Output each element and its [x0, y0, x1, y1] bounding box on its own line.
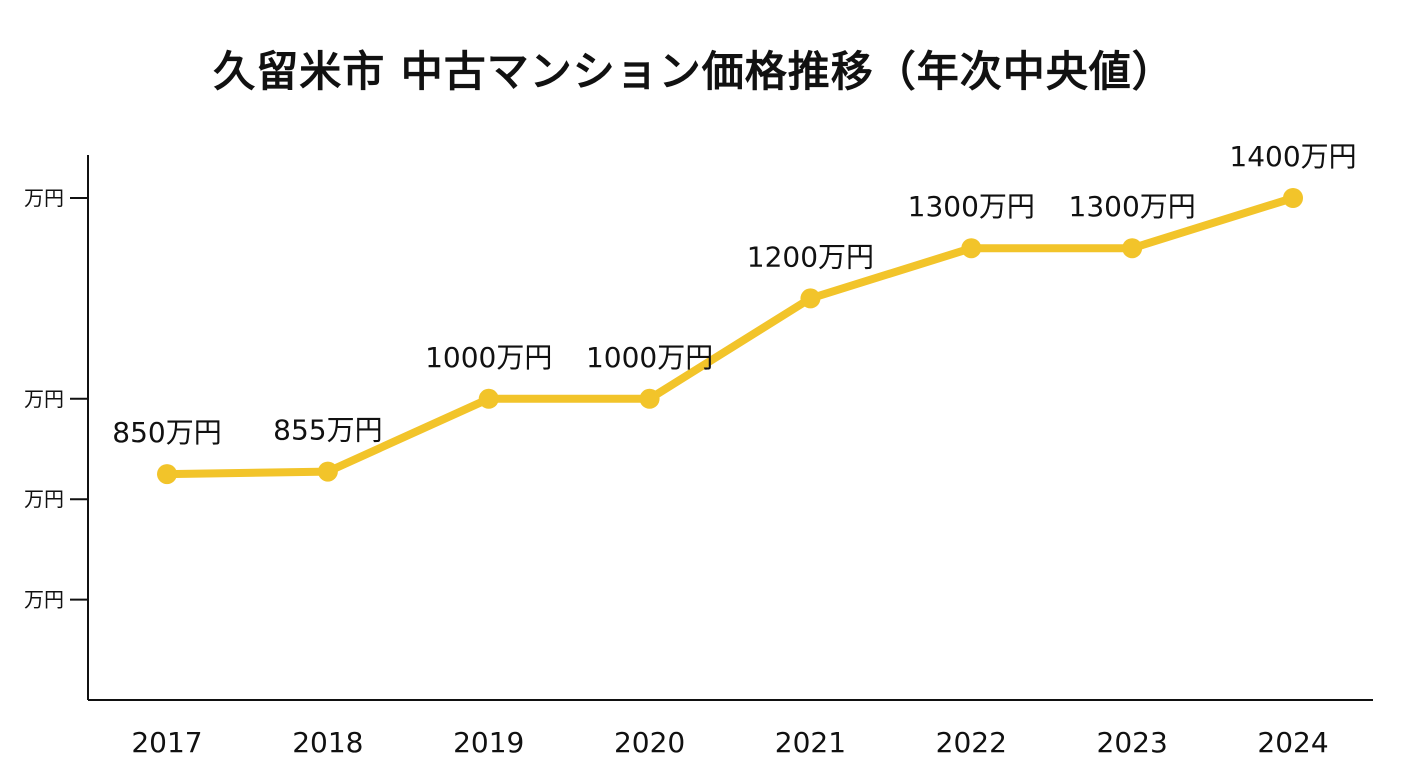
data-label: 1000万円	[425, 341, 552, 374]
x-tick-label: 2021	[775, 726, 846, 759]
data-label: 1300万円	[908, 190, 1035, 223]
y-tick-label: 万円	[24, 588, 64, 612]
data-label: 1000万円	[586, 341, 713, 374]
x-tick-label: 2018	[292, 726, 363, 759]
y-tick-label: 万円	[24, 387, 64, 411]
data-point	[478, 388, 499, 409]
data-point	[639, 388, 660, 409]
x-tick-label: 2022	[936, 726, 1007, 759]
y-tick-label: 万円	[24, 186, 64, 210]
data-label: 855万円	[273, 414, 382, 447]
x-tick-label: 2023	[1097, 726, 1168, 759]
y-tick-label: 万円	[24, 487, 64, 511]
x-tick-label: 2017	[131, 726, 202, 759]
data-label: 850万円	[112, 416, 221, 449]
data-point	[1122, 238, 1143, 259]
data-point	[157, 464, 177, 485]
x-tick-label: 2024	[1257, 726, 1328, 759]
data-point	[961, 238, 982, 259]
data-labels: 850万円 855万円 1000万円 1000万円 1200万円 1300万円 1300万円…	[112, 140, 1356, 449]
data-point	[1283, 188, 1304, 208]
chart-title: 久留米市 中古マンション価格推移（年次中央値）	[213, 47, 1175, 96]
x-tick-label: 2020	[614, 726, 685, 759]
x-ticks: 2017 2018 2019 2020 2021 2022 2023 2024	[131, 726, 1328, 759]
series-group	[157, 188, 1304, 485]
data-point	[317, 461, 338, 482]
data-label: 1400万円	[1229, 140, 1356, 173]
x-tick-label: 2019	[453, 726, 524, 759]
data-point	[800, 288, 821, 309]
data-label: 1200万円	[747, 240, 874, 273]
series-line	[163, 194, 1298, 479]
data-label: 1300万円	[1069, 190, 1196, 223]
